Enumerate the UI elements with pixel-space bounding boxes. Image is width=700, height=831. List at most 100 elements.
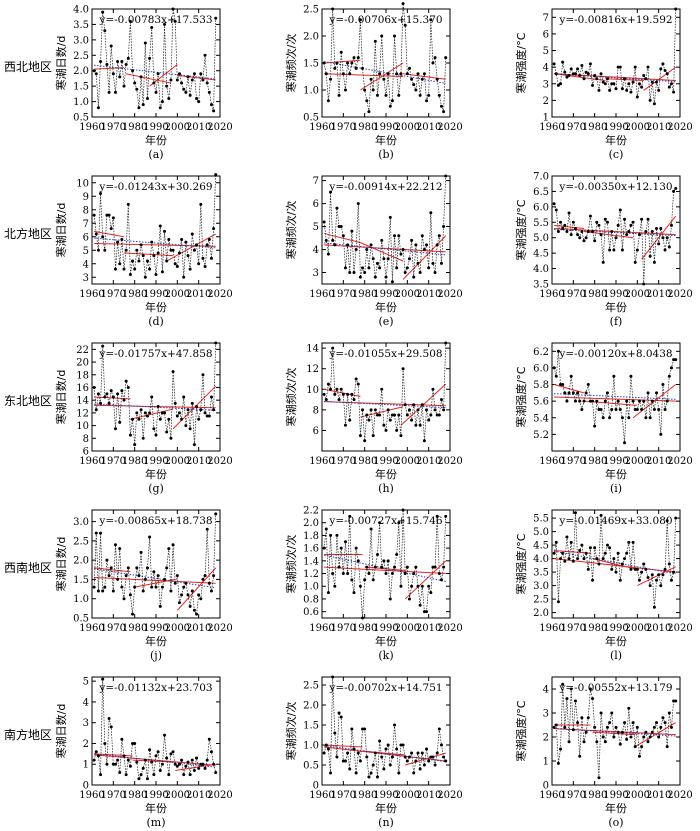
data-point xyxy=(616,65,620,69)
data-point xyxy=(169,589,173,593)
y-tick-label: 16 xyxy=(76,383,89,394)
data-point xyxy=(427,266,431,270)
data-point xyxy=(442,755,446,759)
data-point xyxy=(199,597,203,601)
data-point xyxy=(201,373,205,377)
x-tick-label: 1990 xyxy=(143,790,168,801)
data-point xyxy=(640,570,644,574)
data-point xyxy=(608,248,612,252)
data-point xyxy=(627,82,631,86)
regression-equation: y=-0.00702x+14.751 xyxy=(328,682,442,694)
x-tick-label: 2020 xyxy=(437,623,462,634)
data-point xyxy=(133,267,137,271)
data-point xyxy=(576,391,580,395)
data-point xyxy=(620,730,624,734)
data-point xyxy=(203,574,207,578)
data-point xyxy=(375,413,379,417)
data-point xyxy=(109,389,113,393)
data-series-line xyxy=(553,8,677,104)
data-point xyxy=(324,238,328,242)
data-point xyxy=(109,566,113,570)
data-point xyxy=(124,574,128,578)
data-point xyxy=(384,428,388,432)
x-tick-label: 1970 xyxy=(101,790,126,801)
y-axis-label: 寒潮频次/次 xyxy=(284,34,298,93)
data-point xyxy=(209,750,213,754)
data-series-line xyxy=(553,351,676,443)
data-point xyxy=(399,434,403,438)
data-point xyxy=(329,533,333,537)
data-point xyxy=(646,740,650,744)
data-point xyxy=(410,238,414,242)
data-point xyxy=(663,68,667,72)
data-point xyxy=(190,589,194,593)
data-point xyxy=(369,243,373,247)
data-point xyxy=(559,82,563,86)
data-point xyxy=(380,755,384,759)
y-tick-label: 0.5 xyxy=(73,614,89,625)
data-point xyxy=(435,77,439,81)
data-point xyxy=(152,427,156,431)
data-point xyxy=(150,26,154,30)
y-tick-label: 0.6 xyxy=(303,607,319,618)
data-point xyxy=(192,443,196,447)
data-point xyxy=(437,727,441,731)
data-point xyxy=(105,63,109,67)
y-tick-label: 5 xyxy=(83,246,89,257)
row-labels: 西北地区 北方地区 东北地区 西南地区 南方地区 xyxy=(4,60,52,742)
data-point xyxy=(584,391,588,395)
data-point xyxy=(612,248,616,252)
data-point xyxy=(425,243,429,247)
data-point xyxy=(188,604,192,608)
data-point xyxy=(576,233,580,237)
data-point xyxy=(614,236,618,240)
data-point xyxy=(418,423,422,427)
data-point xyxy=(122,84,126,88)
x-axis-label: 年份 xyxy=(145,133,167,147)
data-point xyxy=(335,61,339,65)
data-point xyxy=(597,407,601,411)
data-point xyxy=(205,81,209,85)
trend-segment xyxy=(634,722,676,748)
x-tick-label: 1970 xyxy=(561,623,586,634)
x-tick-label: 1990 xyxy=(373,790,398,801)
data-point xyxy=(365,565,369,569)
data-point xyxy=(397,771,401,775)
x-tick-label: 2000 xyxy=(395,289,420,300)
data-point xyxy=(637,754,641,758)
data-point xyxy=(610,407,614,411)
x-tick-label: 2020 xyxy=(207,289,232,300)
data-point xyxy=(373,751,377,755)
data-point xyxy=(150,240,154,244)
data-point xyxy=(642,73,646,77)
y-tick-label: 3.5 xyxy=(533,568,549,579)
y-tick-label: 10 xyxy=(76,421,89,432)
data-point xyxy=(416,408,420,412)
data-point xyxy=(616,223,620,227)
data-point xyxy=(105,213,109,217)
x-tick-label: 1970 xyxy=(331,790,356,801)
data-point xyxy=(154,585,158,589)
x-tick-label: 2020 xyxy=(667,289,692,300)
regression-equation: y=-0.01132x+23.703 xyxy=(98,682,212,694)
y-axis-label: 寒潮日数/d xyxy=(54,370,68,425)
data-point xyxy=(380,34,384,38)
data-point xyxy=(414,565,418,569)
data-point xyxy=(422,439,426,443)
data-point xyxy=(156,750,160,754)
data-point xyxy=(333,584,337,588)
data-point xyxy=(674,7,678,11)
data-point xyxy=(354,546,358,550)
data-point xyxy=(158,417,162,421)
data-point xyxy=(116,392,120,396)
row-label-south: 南方地区 xyxy=(4,727,52,742)
data-point xyxy=(665,745,669,749)
data-point xyxy=(363,271,367,275)
data-point xyxy=(667,374,671,378)
data-point xyxy=(390,572,394,576)
data-point xyxy=(160,585,164,589)
data-point xyxy=(365,413,369,417)
data-point xyxy=(148,411,152,415)
x-tick-label: 2000 xyxy=(625,456,650,467)
